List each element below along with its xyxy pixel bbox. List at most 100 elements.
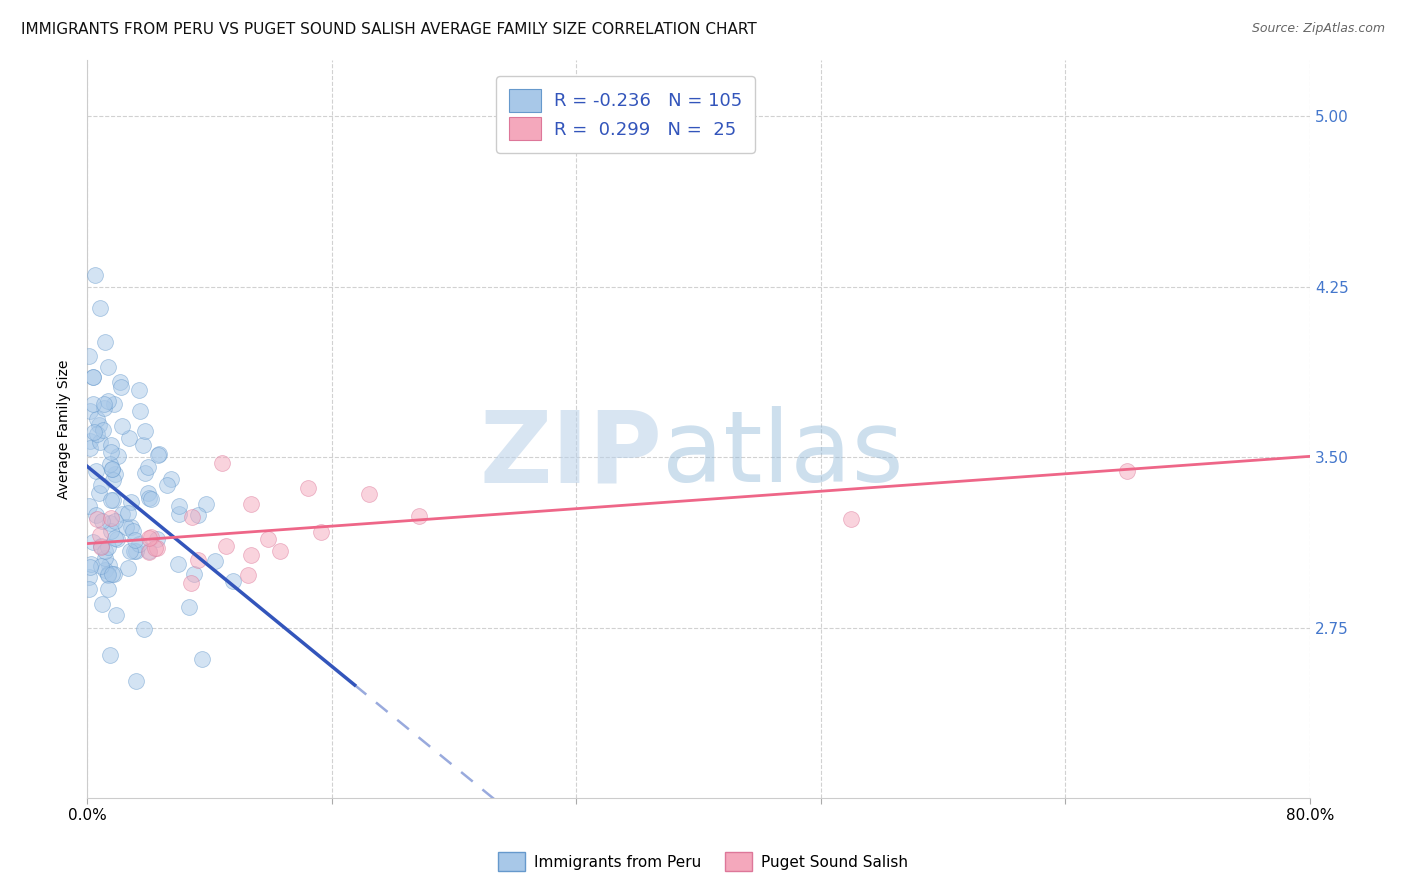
Point [257, 532, 280, 546]
Point [124, 533, 146, 547]
Point [86, 427, 108, 442]
Point [187, 553, 209, 567]
Point [309, 525, 332, 540]
Point [79, 434, 101, 449]
Point [87, 418, 110, 433]
Point [111, 507, 134, 521]
Point [125, 673, 148, 688]
Point [77, 499, 100, 513]
Point [90, 540, 112, 554]
Legend: Immigrants from Peru, Puget Sound Salish: Immigrants from Peru, Puget Sound Salish [492, 847, 914, 877]
Point [204, 554, 226, 568]
Point [357, 487, 380, 501]
Point [166, 557, 188, 571]
Point [108, 375, 131, 389]
Point [89, 486, 111, 500]
Point [98, 516, 121, 530]
Point [211, 456, 233, 470]
Point [80, 557, 103, 571]
Point [111, 418, 134, 433]
Point [1115, 465, 1137, 479]
Point [97, 359, 120, 374]
Point [79, 404, 101, 418]
Point [101, 462, 124, 476]
Point [148, 447, 170, 461]
Point [100, 566, 122, 581]
Point [90, 540, 112, 554]
Point [117, 561, 139, 575]
Point [98, 648, 121, 663]
Point [97, 394, 120, 409]
Point [97, 582, 120, 597]
Point [79, 560, 101, 574]
Point [187, 508, 209, 522]
Point [117, 507, 139, 521]
Text: atlas: atlas [662, 406, 904, 503]
Point [156, 478, 179, 492]
Point [297, 481, 319, 495]
Point [114, 519, 136, 533]
Point [139, 530, 162, 544]
Point [222, 574, 245, 588]
Point [100, 510, 122, 524]
Point [100, 438, 122, 452]
Point [101, 462, 124, 476]
Point [240, 549, 263, 563]
Point [94, 335, 117, 350]
Point [96, 567, 118, 582]
Point [110, 380, 132, 394]
Point [104, 514, 127, 528]
Point [195, 497, 218, 511]
Point [82, 370, 104, 384]
Point [79, 442, 101, 456]
Point [190, 652, 212, 666]
Text: ZIP: ZIP [479, 406, 662, 503]
Point [159, 472, 181, 486]
Point [89, 301, 111, 316]
Point [103, 566, 125, 581]
Point [77, 570, 100, 584]
Point [138, 531, 160, 545]
Point [138, 545, 160, 559]
Point [93, 397, 115, 411]
Point [93, 550, 115, 565]
Point [124, 544, 146, 558]
Point [841, 512, 863, 526]
Point [128, 383, 150, 397]
Point [104, 531, 127, 545]
Point [90, 477, 112, 491]
Point [145, 541, 167, 555]
Point [107, 449, 129, 463]
Point [82, 535, 104, 549]
Point [146, 541, 169, 555]
Point [93, 401, 115, 415]
Point [134, 424, 156, 438]
Point [100, 493, 122, 508]
Point [77, 582, 100, 596]
Y-axis label: Average Family Size: Average Family Size [58, 359, 72, 499]
Point [120, 520, 142, 534]
Point [167, 507, 190, 521]
Point [145, 532, 167, 546]
Point [101, 473, 124, 487]
Point [97, 541, 120, 555]
Point [167, 499, 190, 513]
Point [180, 509, 202, 524]
Text: Source: ZipAtlas.com: Source: ZipAtlas.com [1251, 22, 1385, 36]
Point [77, 349, 100, 363]
Point [100, 444, 122, 458]
Point [86, 511, 108, 525]
Point [179, 599, 201, 614]
Point [125, 543, 148, 558]
Point [100, 524, 122, 538]
Point [98, 457, 121, 471]
Point [129, 404, 152, 418]
Point [180, 575, 202, 590]
Point [97, 568, 120, 582]
Point [82, 397, 104, 411]
Point [98, 558, 121, 572]
Text: IMMIGRANTS FROM PERU VS PUGET SOUND SALISH AVERAGE FAMILY SIZE CORRELATION CHART: IMMIGRANTS FROM PERU VS PUGET SOUND SALI… [21, 22, 756, 37]
Point [103, 397, 125, 411]
Point [105, 533, 128, 547]
Point [91, 514, 114, 528]
